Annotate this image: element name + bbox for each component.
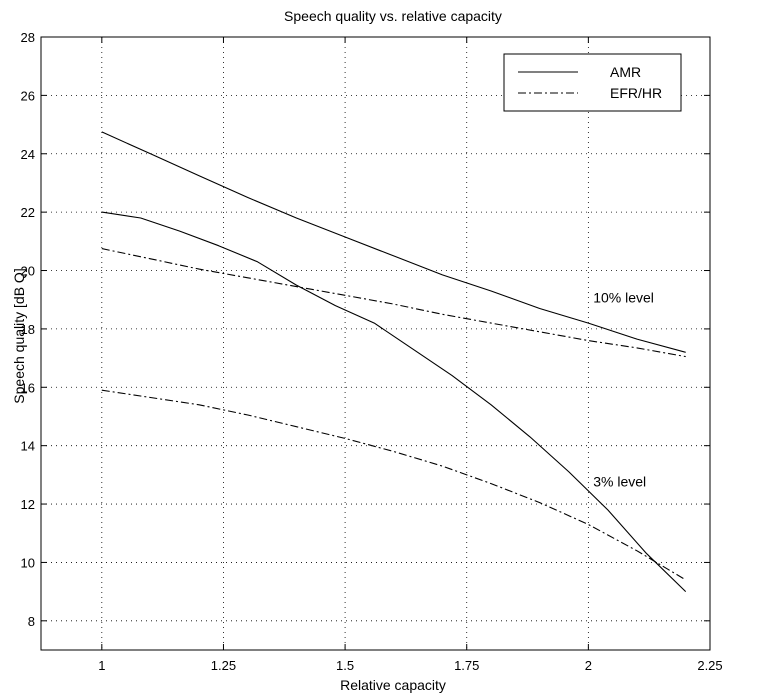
y-tick-label: 22 [21, 205, 35, 220]
annotation-label: 3% level [593, 474, 646, 490]
legend-label-efr-hr: EFR/HR [610, 85, 662, 101]
x-tick-label: 1.25 [211, 658, 236, 673]
y-tick-label: 20 [21, 264, 35, 279]
y-tick-label: 8 [28, 614, 35, 629]
y-tick-label: 24 [21, 147, 35, 162]
series-line-amr [101, 131, 686, 353]
x-axis-label: Relative capacity [340, 677, 446, 693]
x-tick-label: 2 [585, 658, 592, 673]
y-tick-label: 12 [21, 497, 35, 512]
y-tick-label: 14 [21, 439, 35, 454]
y-tick-labels: 8 10 12 14 16 18 20 22 24 26 28 [21, 30, 35, 629]
legend-label-amr: AMR [610, 64, 641, 80]
annotations: 10% level 3% level [593, 290, 654, 490]
grid [41, 37, 710, 650]
y-tick-label: 28 [21, 30, 35, 45]
legend: AMR EFR/HR [503, 53, 682, 112]
x-tick-label: 1.5 [336, 658, 354, 673]
series-line-efr-hr [101, 389, 686, 581]
x-tick-label: 2.25 [697, 658, 722, 673]
y-tick-label: 10 [21, 555, 35, 570]
annotation-label: 10% level [593, 290, 654, 306]
y-axis-label: Speech quality [dB Q] [11, 268, 27, 403]
series-line-amr [101, 211, 687, 592]
x-tick-labels: 1 1.25 1.5 1.75 2 2.25 [98, 658, 722, 673]
x-tick-label: 1.75 [454, 658, 479, 673]
series-line-efr-hr [101, 248, 686, 358]
legend-box [503, 53, 682, 112]
ticks [41, 36, 711, 650]
plot-frame [40, 36, 711, 651]
plot-lines [101, 131, 687, 592]
y-tick-label: 16 [21, 380, 35, 395]
x-tick-label: 1 [98, 658, 105, 673]
chart-title: Speech quality vs. relative capacity [284, 8, 502, 24]
y-tick-label: 18 [21, 322, 35, 337]
y-tick-label: 26 [21, 88, 35, 103]
